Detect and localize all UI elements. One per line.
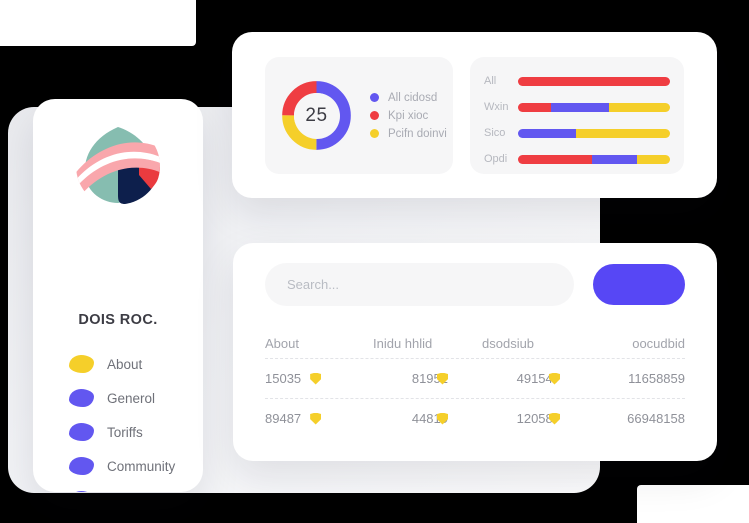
bar-segment-kpi-xioc xyxy=(518,102,552,112)
bar-segment-pcifn-doinvi xyxy=(609,102,670,112)
bar-row: Opdi xyxy=(484,148,670,170)
bar-segment-pcifn-doinvi xyxy=(575,128,670,138)
table-cell: 66948158 xyxy=(582,411,685,426)
legend-item: Kpi xioc xyxy=(370,110,447,122)
bar-track xyxy=(518,76,670,86)
sidebar-item-generol[interactable]: Generol xyxy=(33,381,203,415)
bar-track xyxy=(518,128,670,138)
brand-logo xyxy=(33,123,203,209)
legend-dot-icon xyxy=(370,93,379,102)
blob-icon xyxy=(69,491,94,492)
search-row xyxy=(265,263,685,306)
donut-slice-all-cidosd xyxy=(282,81,351,150)
donut-legend: All cidosd Kpi xioc Pcifn doinvi xyxy=(370,86,447,146)
table-cell-value: 66948158 xyxy=(627,411,685,426)
table-header-cell: About xyxy=(265,335,299,351)
decorative-plate-top-left xyxy=(0,0,196,46)
legend-dot-icon xyxy=(370,111,379,120)
sidebar-item-toriffs[interactable]: Toriffs xyxy=(33,415,203,449)
bar-row: Wxin xyxy=(484,96,670,118)
decorative-plate-bottom-right xyxy=(637,485,749,523)
blob-icon xyxy=(69,389,94,407)
bar-segment-kpi-xioc xyxy=(518,154,593,164)
legend-dot-icon xyxy=(370,129,379,138)
bar-category-label: Opdi xyxy=(484,153,508,165)
table-cell: 120587 xyxy=(470,411,582,426)
bar-row: All xyxy=(484,70,670,92)
shield-icon xyxy=(437,372,448,385)
donut-chart-panel: 25 All cidosd Kpi xioc Pcifn doinvi xyxy=(265,57,453,174)
shield-icon xyxy=(549,412,560,425)
bar-category-label: Sico xyxy=(484,127,506,139)
shield-icon xyxy=(310,372,322,385)
table-header-cell: oocudbid xyxy=(632,335,685,351)
table-cell-value: 15035 xyxy=(265,371,302,386)
bar-segment-all-cidosd xyxy=(592,154,637,164)
legend-label: Kpi xioc xyxy=(388,109,429,122)
data-table: About Inidu hhlid dsodsiub oocudbid 1503… xyxy=(265,328,685,438)
table-cell: 44819 xyxy=(365,411,470,426)
legend-item: Pcifn doinvi xyxy=(370,128,447,140)
table-cell-value: 11658859 xyxy=(628,371,685,386)
leaf-logo-icon xyxy=(76,127,160,204)
sidebar-item-community[interactable]: Community xyxy=(33,449,203,483)
search-button[interactable] xyxy=(593,264,685,305)
bar-chart: All Wxin Sico xyxy=(470,57,684,170)
table-header-cell: dsodsiub xyxy=(482,335,535,351)
table-row[interactable]: 89487 44819 120587 66948158 xyxy=(265,398,685,438)
bar-category-label: All xyxy=(484,75,497,87)
bar-category-label: Wxin xyxy=(484,101,509,113)
blob-icon xyxy=(69,423,94,441)
table-header-row: About Inidu hhlid dsodsiub oocudbid xyxy=(265,328,685,358)
legend-item: All cidosd xyxy=(370,92,447,104)
sidebar-item-label: Generol xyxy=(107,390,156,406)
table-header-cell: Inidu hhlid xyxy=(373,335,433,351)
sidebar-item-label: About xyxy=(107,356,143,372)
bar-segment-pcifn-doinvi xyxy=(636,154,670,164)
bar-track xyxy=(518,154,670,164)
bar-segment-kpi-xioc xyxy=(518,76,670,86)
bar-segment-all-cidosd xyxy=(551,102,610,112)
shield-icon xyxy=(549,372,560,385)
donut-center: 25 xyxy=(293,92,340,139)
donut-slice-pcifn-doinvi xyxy=(282,81,351,150)
legend-label: Pcifn doinvi xyxy=(388,127,447,140)
shield-icon xyxy=(437,412,448,425)
bar-row: Sico xyxy=(484,122,670,144)
data-table-card: About Inidu hhlid dsodsiub oocudbid 1503… xyxy=(233,243,717,461)
donut-center-value: 25 xyxy=(305,104,328,126)
blob-icon xyxy=(69,457,94,475)
table-cell-value: 89487 xyxy=(265,411,302,426)
bar-track xyxy=(518,102,670,112)
sidebar-item-label: Community xyxy=(107,458,176,474)
legend-label: All cidosd xyxy=(388,91,438,104)
brand-name: DOIS ROC. xyxy=(78,312,158,328)
bar-segment-all-cidosd xyxy=(518,128,576,138)
table-cell: 89487 xyxy=(265,411,365,426)
blob-icon xyxy=(69,355,94,373)
table-cell: 491547 xyxy=(470,371,582,386)
table-row[interactable]: 15035 81951 491547 11658859 xyxy=(265,358,685,398)
donut-chart: 25 xyxy=(279,78,354,153)
sidebar-item-about[interactable]: About xyxy=(33,347,203,381)
donut-chart-svg xyxy=(282,81,351,150)
sidebar: DOIS ROC. About Generol Toriffs Communit… xyxy=(33,99,203,492)
table-cell: 15035 xyxy=(265,371,365,386)
sidebar-item-contacts[interactable]: Contacts xyxy=(33,483,203,492)
shield-icon xyxy=(310,412,322,425)
table-cell: 11658859 xyxy=(582,371,685,386)
table-cell: 81951 xyxy=(365,371,470,386)
search-input[interactable] xyxy=(265,263,574,306)
sidebar-item-label: Toriffs xyxy=(107,424,143,440)
bar-chart-panel: All Wxin Sico xyxy=(470,57,684,174)
analytics-card: 25 All cidosd Kpi xioc Pcifn doinvi xyxy=(232,32,717,198)
sidebar-nav: About Generol Toriffs Community Contacts… xyxy=(33,347,203,492)
